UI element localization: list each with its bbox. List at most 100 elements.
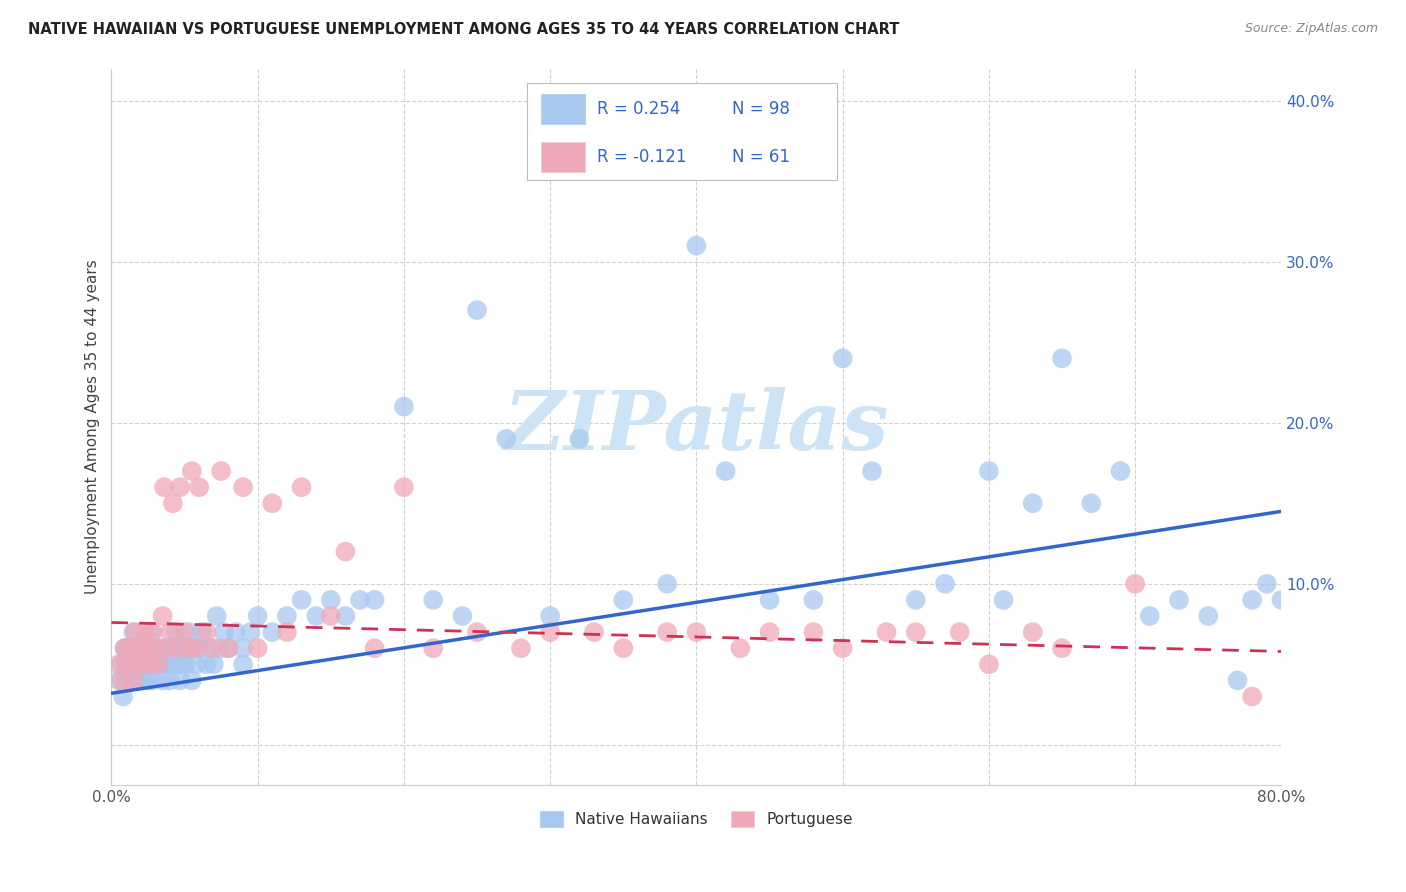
Point [195, 657, 218, 672]
Point [128, 657, 150, 672]
Point [904, 593, 927, 607]
Point [165, 625, 187, 640]
Point [495, 432, 517, 446]
Point [114, 641, 136, 656]
Point [129, 657, 152, 672]
Point [993, 593, 1015, 607]
Point [160, 641, 183, 656]
Point [111, 673, 134, 688]
Point [156, 641, 179, 656]
Point [141, 625, 163, 640]
Point [131, 673, 153, 688]
Point [465, 303, 488, 318]
Point [115, 657, 138, 672]
Point [115, 673, 138, 688]
Point [111, 657, 134, 672]
Point [904, 625, 927, 640]
Point [169, 673, 191, 688]
Text: R = 0.254: R = 0.254 [598, 100, 681, 118]
Point [305, 609, 328, 624]
Point [1022, 496, 1045, 510]
Point [225, 625, 247, 640]
FancyBboxPatch shape [541, 143, 585, 172]
Point [152, 673, 174, 688]
Point [276, 609, 298, 624]
Point [174, 657, 197, 672]
Point [1270, 593, 1292, 607]
Point [803, 625, 825, 640]
Point [1241, 593, 1264, 607]
Y-axis label: Unemployment Among Ages 35 to 44 years: Unemployment Among Ages 35 to 44 years [86, 260, 100, 594]
Point [1022, 625, 1045, 640]
Point [127, 657, 149, 672]
Point [122, 673, 145, 688]
Point [186, 641, 208, 656]
Text: N = 98: N = 98 [731, 100, 789, 118]
Point [262, 625, 284, 640]
Point [232, 657, 254, 672]
Point [568, 432, 591, 446]
Point [319, 609, 342, 624]
Point [167, 641, 190, 656]
Legend: Native Hawaiians, Portuguese: Native Hawaiians, Portuguese [533, 804, 860, 835]
Point [246, 609, 269, 624]
Text: Source: ZipAtlas.com: Source: ZipAtlas.com [1244, 22, 1378, 36]
Point [758, 625, 780, 640]
Point [169, 480, 191, 494]
Point [107, 657, 129, 672]
Point [188, 480, 211, 494]
Point [612, 641, 634, 656]
Point [290, 593, 312, 607]
Point [129, 641, 152, 656]
Point [124, 625, 146, 640]
Point [232, 641, 254, 656]
Point [685, 625, 707, 640]
Point [115, 641, 138, 656]
Point [166, 657, 188, 672]
Point [134, 625, 156, 640]
Point [422, 593, 444, 607]
Text: R = -0.121: R = -0.121 [598, 148, 686, 167]
Point [831, 351, 853, 366]
Point [349, 593, 371, 607]
Point [136, 641, 159, 656]
Point [139, 657, 162, 672]
Point [876, 625, 898, 640]
Point [131, 657, 153, 672]
Point [191, 625, 214, 640]
Point [1050, 351, 1073, 366]
Point [134, 657, 156, 672]
Point [107, 673, 129, 688]
Point [209, 641, 232, 656]
Text: ZIPatlas: ZIPatlas [503, 387, 889, 467]
Point [173, 625, 195, 640]
Point [1168, 593, 1191, 607]
Point [125, 641, 148, 656]
Point [582, 625, 605, 640]
Point [392, 400, 415, 414]
Point [118, 657, 141, 672]
Point [831, 641, 853, 656]
Point [202, 641, 225, 656]
Point [1050, 641, 1073, 656]
Point [122, 625, 145, 640]
Point [290, 480, 312, 494]
Point [114, 641, 136, 656]
Point [363, 641, 385, 656]
Point [156, 657, 179, 672]
Point [319, 593, 342, 607]
Point [195, 625, 218, 640]
Point [209, 464, 232, 478]
Point [177, 625, 200, 640]
Point [392, 480, 415, 494]
Point [159, 673, 181, 688]
Point [181, 641, 204, 656]
Point [148, 657, 170, 672]
Point [143, 657, 166, 672]
Point [127, 673, 149, 688]
Point [143, 641, 166, 656]
Point [202, 657, 225, 672]
Point [149, 641, 172, 656]
Point [115, 657, 138, 672]
Point [335, 609, 357, 624]
